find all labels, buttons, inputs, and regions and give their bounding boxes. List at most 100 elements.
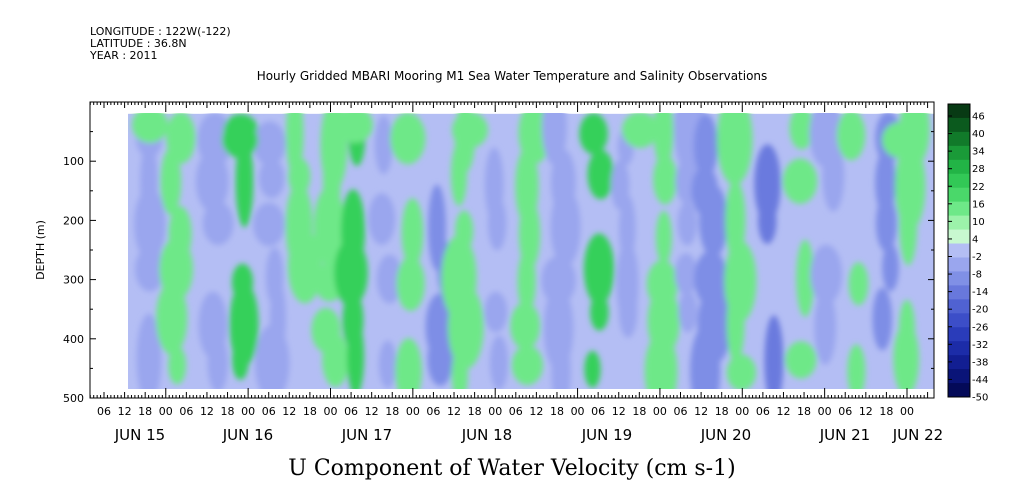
field-patch [655, 210, 672, 265]
colorbar-label: 22 [972, 182, 985, 193]
x-hour-label: 12 [529, 405, 543, 418]
field-patch [202, 201, 234, 245]
field-patch [653, 113, 674, 169]
field-patch [872, 287, 893, 351]
field-patch [725, 180, 746, 261]
x-day-label: JUN 19 [581, 426, 632, 444]
colorbar: 46 40 34 28 22 16 10 4 -2 -8 -14 -20 -26 -32 -38 -44 -50 [947, 103, 988, 404]
x-hour-label: 12 [118, 405, 132, 418]
field-patch [254, 324, 290, 389]
field-patch [427, 332, 454, 386]
field-patch [541, 256, 576, 305]
field-patch [253, 202, 285, 247]
x-day-label: JUN 15 [114, 426, 165, 444]
colorbar-label: 34 [972, 147, 985, 158]
field-patch [579, 113, 608, 155]
colorbar-swatch [948, 369, 970, 384]
field-patch [253, 121, 286, 166]
colorbar-swatch [948, 257, 970, 272]
field-patch [156, 282, 188, 355]
field-patch [822, 139, 845, 212]
y-tick-label: 300 [63, 274, 84, 287]
x-hour-label: 00 [159, 405, 173, 418]
field-patch [847, 344, 866, 389]
x-hour-label: 00 [406, 405, 420, 418]
field-patch [347, 317, 365, 389]
field-patch [232, 339, 249, 380]
colorbar-label: 10 [972, 217, 985, 228]
colorbar-swatch [948, 215, 970, 231]
field-patch [258, 158, 285, 199]
field-patch [726, 354, 757, 389]
field-patch [451, 347, 468, 389]
x-day-label: JUN 21 [819, 426, 870, 444]
x-hour-label: 18 [550, 405, 564, 418]
field-patch [390, 113, 426, 165]
field-patch [893, 322, 919, 389]
field-patch [677, 201, 697, 246]
colorbar-label: -38 [972, 357, 988, 368]
x-day-label: JUN 22 [892, 426, 943, 444]
colorbar-swatch [948, 173, 970, 189]
field-patch [222, 122, 258, 158]
colorbar-label: -2 [972, 252, 982, 263]
field-patch [814, 289, 837, 365]
field-patch [882, 243, 899, 292]
field-patch [134, 187, 166, 261]
field-patch [313, 186, 345, 267]
field-patch [322, 333, 349, 388]
colorbar-swatch [948, 131, 970, 147]
x-hour-label: 00 [571, 405, 585, 418]
field-patch [132, 113, 168, 143]
field-patch [376, 254, 403, 304]
field-patch [487, 196, 507, 251]
field-patch [754, 144, 781, 224]
colorbar-label: 4 [972, 234, 978, 245]
x-hour-label: 00 [818, 405, 832, 418]
x-hour-label: 06 [179, 405, 193, 418]
latitude-label: LATITUDE : 36.8N [90, 37, 187, 50]
colorbar-swatch [948, 285, 970, 300]
field-patch [135, 246, 165, 292]
colorbar-label: 16 [972, 199, 985, 210]
field-patch [584, 350, 601, 388]
field-patch [378, 340, 397, 389]
field-patch [693, 113, 718, 178]
colorbar-label: -8 [972, 270, 982, 281]
y-tick-label: 200 [63, 214, 84, 227]
x-day-label: JUN 17 [341, 426, 392, 444]
field-patch [678, 291, 698, 333]
x-day-label: JUN 16 [222, 426, 273, 444]
field-patch [550, 187, 581, 267]
field-patch [716, 113, 753, 185]
colorbar-swatch [948, 383, 970, 398]
field-patch [168, 345, 187, 385]
colorbar-swatch [948, 299, 970, 314]
colorbar-label: -32 [972, 340, 988, 351]
x-hour-label: 12 [859, 405, 873, 418]
longitude-label: LONGITUDE : 122W(-122) [90, 25, 231, 38]
x-axis-label: U Component of Water Velocity (cm s-1) [288, 456, 735, 481]
field-patch [674, 253, 698, 296]
x-hour-label: 18 [468, 405, 482, 418]
colorbar-label: -14 [972, 287, 988, 298]
x-hour-label: 00 [323, 405, 337, 418]
field-patch [583, 233, 615, 305]
colorbar-frame [947, 103, 971, 398]
x-hour-label: 00 [488, 405, 502, 418]
colorbar-swatch [948, 313, 970, 328]
colorbar-label: -20 [972, 305, 988, 316]
field-patch [618, 283, 638, 338]
field-patch [484, 291, 508, 333]
x-hour-label: 18 [138, 405, 152, 418]
field-patch [452, 113, 488, 148]
y-axis-label: DEPTH (m) [34, 220, 47, 280]
heatmap-field [128, 113, 934, 389]
y-tick-label: 100 [63, 155, 84, 168]
year-label: YEAR : 2011 [90, 49, 158, 62]
colorbar-swatch [948, 327, 970, 342]
field-patch [644, 332, 678, 389]
x-hour-label: 12 [282, 405, 296, 418]
x-hour-label: 12 [365, 405, 379, 418]
